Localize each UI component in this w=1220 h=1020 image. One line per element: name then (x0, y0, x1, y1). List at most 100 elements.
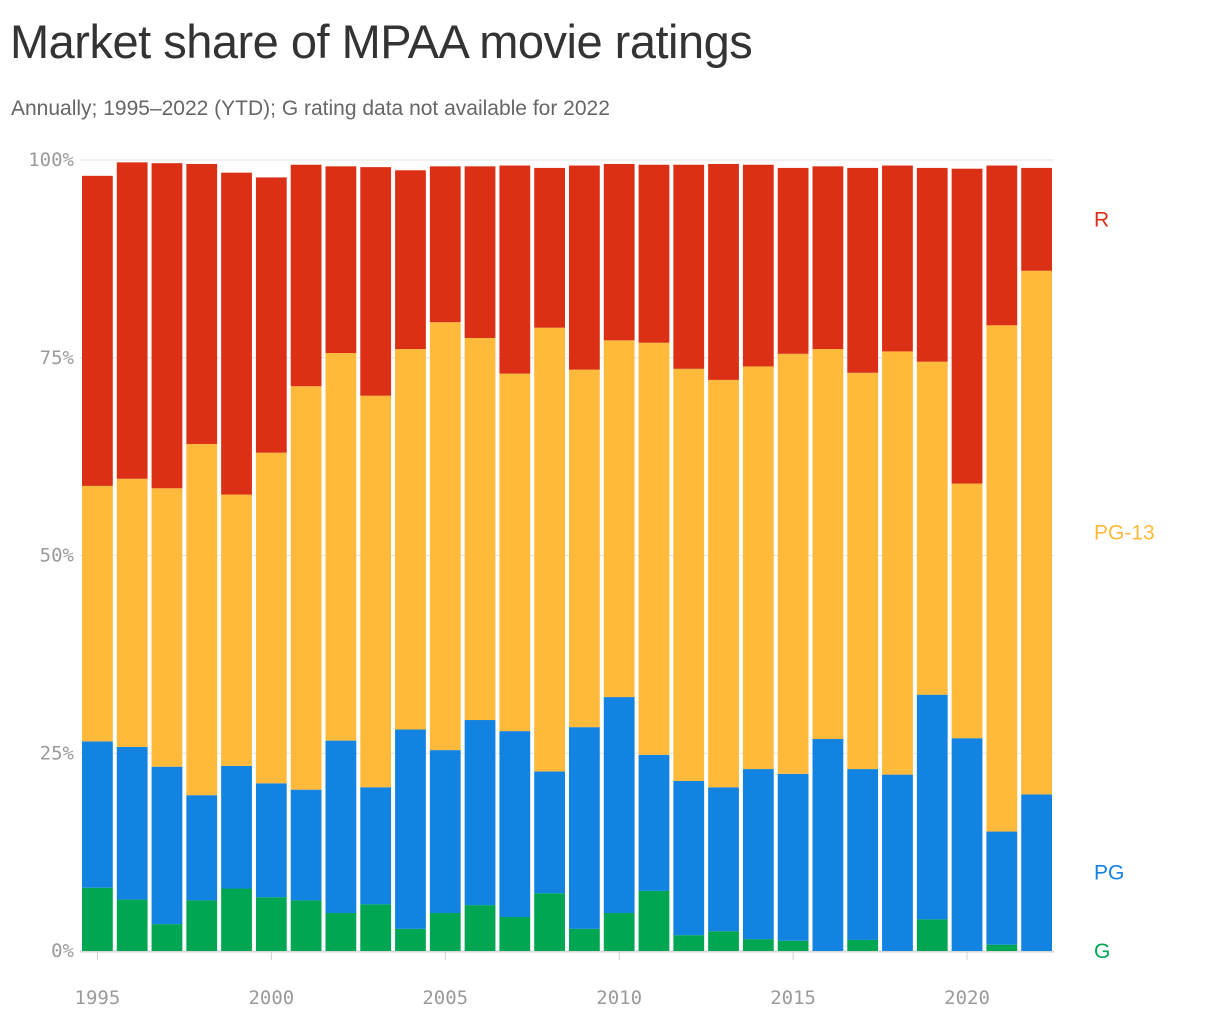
y-tick-label: 100% (28, 149, 74, 171)
bar-g-1995 (82, 887, 113, 951)
bar-pg-2019 (916, 694, 948, 920)
bar-g-2021 (986, 944, 1018, 951)
bar-pg-2000 (255, 783, 287, 898)
bar-stack-2007 (499, 165, 531, 951)
bar-pg-13-1999 (221, 494, 252, 766)
bar-pg-13-2007 (499, 373, 531, 732)
bar-pg-13-1997 (151, 488, 183, 767)
bar-stack-2003 (360, 167, 392, 951)
bar-pg-2010 (603, 697, 635, 914)
bar-pg-2007 (499, 731, 531, 917)
bar-r-2005 (429, 166, 461, 323)
bar-pg-13-2015 (777, 353, 809, 774)
bar-pg-2001 (290, 789, 322, 901)
bar-pg-13-2016 (812, 349, 844, 740)
bar-stack-2000 (255, 177, 287, 951)
bar-r-2015 (777, 167, 809, 354)
bar-pg-2003 (360, 787, 392, 905)
series-labels: G PG PG-13 R (1094, 208, 1155, 963)
bar-pg-13-2012 (673, 368, 705, 781)
bar-stack-2011 (638, 164, 670, 951)
chart-subtitle: Annually; 1995–2022 (YTD); G rating data… (11, 97, 610, 120)
bar-pg-2017 (847, 769, 879, 940)
bar-stack-2008 (534, 167, 565, 951)
bar-r-2017 (847, 167, 879, 373)
bar-pg-2018 (882, 774, 913, 951)
bar-stack-2017 (847, 167, 879, 951)
series-label-g: G (1094, 940, 1110, 963)
bar-pg-1999 (221, 765, 252, 889)
bar-pg-2022 (1021, 794, 1052, 951)
x-axis: 1995 2000 2005 2010 2015 2020 (75, 951, 1054, 1009)
bar-g-2008 (534, 893, 565, 951)
bar-stack-2021 (986, 165, 1018, 951)
bar-r-1996 (116, 162, 148, 479)
bar-pg-13-2013 (708, 379, 739, 788)
bar-g-2017 (847, 939, 879, 951)
bar-g-2005 (429, 913, 461, 951)
bar-r-2006 (464, 166, 496, 338)
bar-pg-2014 (742, 769, 774, 940)
bar-stack-2012 (673, 164, 705, 951)
bar-stack-2016 (812, 166, 844, 951)
bar-pg-1997 (151, 766, 183, 925)
bars (82, 162, 1052, 951)
bar-pg-13-1998 (186, 443, 218, 796)
x-tick-label: 2010 (596, 987, 642, 1009)
bar-g-2000 (255, 897, 287, 951)
series-label-r: R (1094, 208, 1109, 231)
bar-r-2010 (603, 163, 635, 341)
y-tick-label: 0% (51, 940, 74, 962)
bar-g-1999 (221, 888, 252, 951)
bar-stack-2005 (429, 166, 461, 951)
bar-pg-1998 (186, 795, 218, 901)
bar-pg-13-2004 (395, 349, 426, 730)
bar-g-2003 (360, 904, 392, 951)
bar-pg-13-2002 (325, 353, 357, 741)
bar-stack-2020 (951, 168, 983, 951)
bar-stack-1996 (116, 162, 148, 951)
bar-g-2004 (395, 928, 426, 951)
bar-pg-2008 (534, 771, 565, 894)
bar-stack-2018 (882, 165, 913, 951)
x-tick-label: 1995 (75, 987, 121, 1009)
bar-pg-1996 (116, 746, 148, 900)
bar-pg-2011 (638, 754, 670, 891)
bar-g-2012 (673, 935, 705, 951)
bar-pg-2021 (986, 831, 1018, 945)
bar-r-2002 (325, 166, 357, 354)
bar-g-2002 (325, 913, 357, 951)
bar-stack-2004 (395, 170, 426, 951)
bar-r-2011 (638, 164, 670, 343)
bar-r-2009 (569, 165, 600, 370)
bar-stack-1995 (82, 175, 113, 951)
bar-pg-13-2021 (986, 325, 1018, 832)
y-tick-label: 75% (40, 347, 75, 369)
bar-pg-1995 (82, 741, 113, 888)
bar-stack-2009 (569, 165, 600, 951)
bar-pg-2005 (429, 750, 461, 914)
bar-g-2006 (464, 905, 496, 951)
bar-pg-13-2020 (951, 483, 983, 739)
bar-stack-2013 (708, 163, 739, 951)
bar-pg-13-2009 (569, 369, 600, 728)
bar-stack-1999 (221, 172, 252, 951)
bar-pg-13-2022 (1021, 270, 1052, 795)
bar-stack-2001 (290, 164, 322, 951)
bar-r-2019 (916, 167, 948, 362)
bar-g-2007 (499, 916, 531, 951)
bar-r-2001 (290, 164, 322, 387)
bar-g-2001 (290, 900, 322, 951)
chart-title: Market share of MPAA movie ratings (10, 15, 753, 68)
bar-r-2012 (673, 164, 705, 369)
bar-g-2014 (742, 939, 774, 951)
bar-pg-13-2008 (534, 327, 565, 772)
bar-stack-2010 (603, 163, 635, 951)
bar-g-2009 (569, 928, 600, 951)
bar-pg-13-2017 (847, 372, 879, 770)
bar-pg-2009 (569, 727, 600, 929)
bar-stack-2014 (742, 164, 774, 951)
bar-g-1997 (151, 924, 183, 951)
bar-pg-13-2001 (290, 386, 322, 790)
